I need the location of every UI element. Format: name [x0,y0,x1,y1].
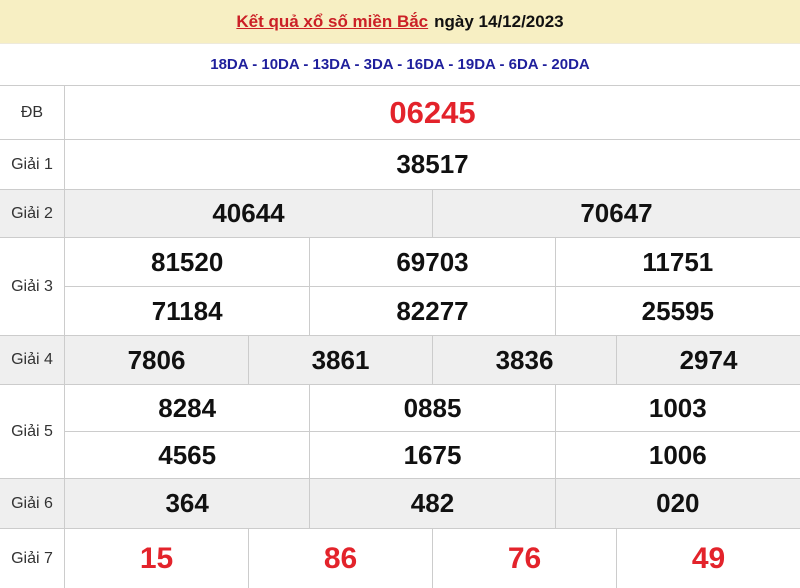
result-number: 25595 [641,295,714,326]
result-number: 3836 [433,336,617,384]
result-number: 76 [433,529,617,588]
results-table: ĐB 06245 Giải 1 38517 Giải 2 40644 70647… [0,86,800,588]
prize-label: Giải 3 [0,238,65,335]
result-number: 11751 [642,246,714,277]
result-row-g6: Giải 6 364 482 020 [0,479,800,529]
result-number: 38517 [396,149,469,179]
prize-label: Giải 4 [0,336,65,384]
prize-label: Giải 7 [0,529,65,588]
result-number: 82277 [310,287,556,335]
result-number: 1675 [310,432,556,478]
station-list: 18DA - 10DA - 13DA - 3DA - 16DA - 19DA -… [0,44,800,86]
result-number: 86 [249,529,433,588]
result-number: 2974 [679,344,738,375]
prize-label: Giải 6 [0,479,65,528]
result-number: 7806 [65,336,249,384]
results-title-link[interactable]: Kết quả xổ số miền Bắc [236,11,429,31]
result-number: 0885 [310,385,556,431]
results-date: ngày 14/12/2023 [434,11,564,31]
page-header: Kết quả xổ số miền Bắc ngày 14/12/2023 [0,0,800,44]
result-number: 482 [310,479,556,528]
result-number: 3861 [249,336,433,384]
result-number: 364 [65,479,311,528]
result-row-g7: Giải 7 15 86 76 49 [0,529,800,588]
result-number: 69703 [310,238,556,286]
result-number: 40644 [65,190,433,237]
prize-label: Giải 2 [0,190,65,237]
result-row-g3: Giải 3 81520 69703 11751 71184 82277 255… [0,238,800,336]
prize-label: Giải 1 [0,140,65,189]
result-number: 81520 [65,238,311,286]
result-row-special: ĐB 06245 [0,86,800,140]
result-row-g5: Giải 5 8284 0885 1003 4565 1675 1006 [0,385,800,479]
result-number: 06245 [389,94,476,130]
result-number: 71184 [65,287,311,335]
result-number: 49 [691,541,726,575]
result-number: 020 [656,488,700,518]
result-number: 70647 [580,198,653,228]
result-row-g1: Giải 1 38517 [0,140,800,190]
result-number: 1006 [648,439,707,470]
result-number: 8284 [65,385,311,431]
result-number: 15 [65,529,249,588]
result-row-g2: Giải 2 40644 70647 [0,190,800,238]
prize-label: ĐB [0,86,65,139]
result-number: 4565 [65,432,311,478]
result-row-g4: Giải 4 7806 3861 3836 2974 [0,336,800,385]
prize-label: Giải 5 [0,385,65,478]
result-number: 1003 [648,392,707,423]
